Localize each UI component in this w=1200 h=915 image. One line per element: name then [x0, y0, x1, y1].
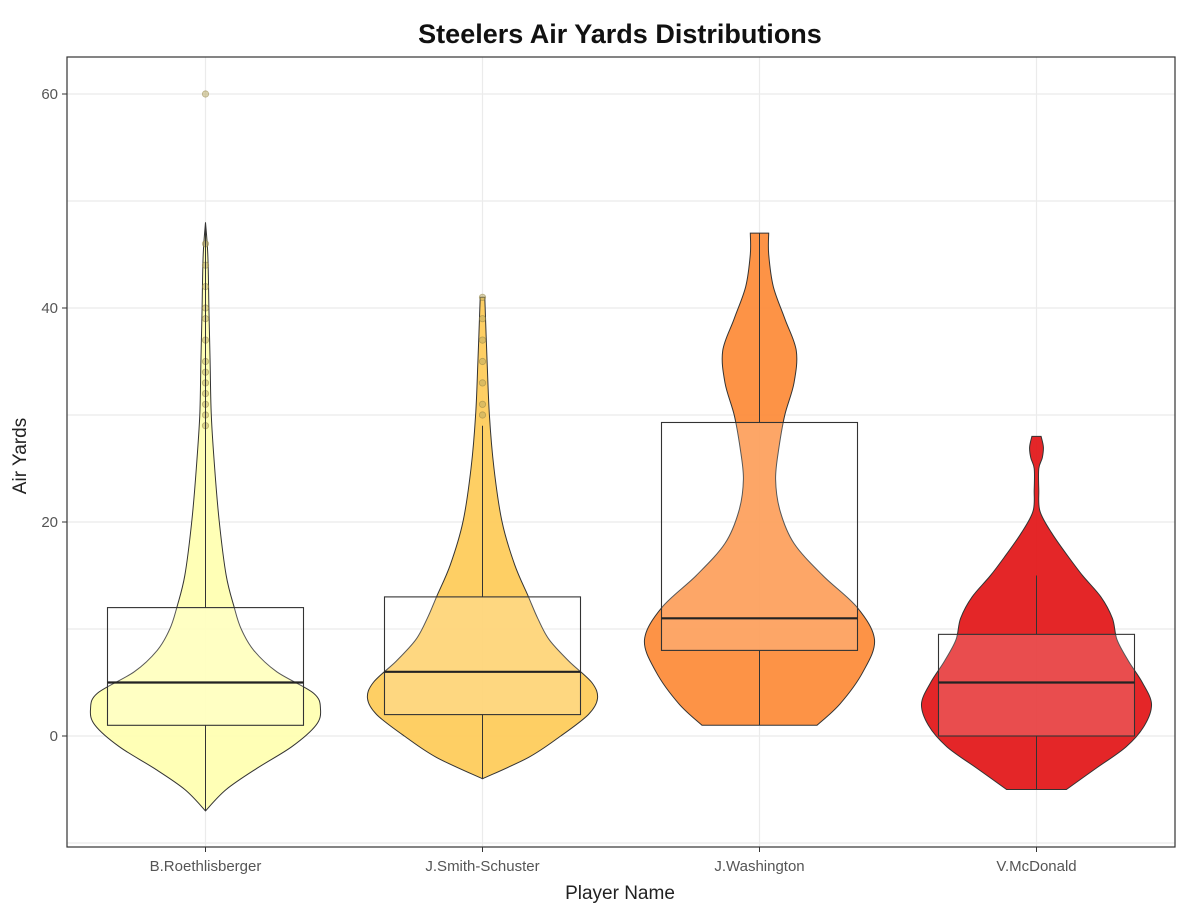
box-V.McDonald [937, 633, 1136, 737]
y-tick-label: 60 [41, 86, 58, 103]
outlier-point [478, 336, 487, 344]
axis-ticks: 0 20 40 60 B.Roethlisberger J.Smith-Schuster J… [41, 86, 1076, 875]
x-tick-label: V.McDonald [996, 858, 1076, 875]
y-tick-label: 40 [41, 300, 58, 317]
y-tick-label: 20 [41, 514, 58, 531]
outlier-point [478, 411, 487, 419]
x-tick-label: J.Washington [714, 858, 804, 875]
box-B.Roethlisberger [106, 607, 305, 726]
x-axis-label: Player Name [565, 883, 675, 904]
boxplots [106, 222, 1136, 811]
y-tick-label: 0 [50, 728, 58, 745]
outlier-point [478, 400, 487, 408]
outlier-point [478, 293, 487, 301]
outlier-point [478, 379, 487, 387]
outlier-point [201, 90, 210, 98]
box-J.Smith-Schuster [383, 596, 582, 716]
outlier-point [478, 315, 487, 323]
x-tick-label: J.Smith-Schuster [425, 858, 539, 875]
plot-panel-border [66, 56, 1176, 848]
outlier-points [201, 90, 487, 430]
box-J.Washington [660, 421, 859, 651]
violin-J.Washington [643, 232, 876, 726]
y-axis-label: Air Yards [10, 418, 31, 494]
outlier-point [478, 357, 487, 366]
x-tick-label: B.Roethlisberger [150, 858, 262, 875]
chart-title: Steelers Air Yards Distributions [418, 19, 822, 49]
